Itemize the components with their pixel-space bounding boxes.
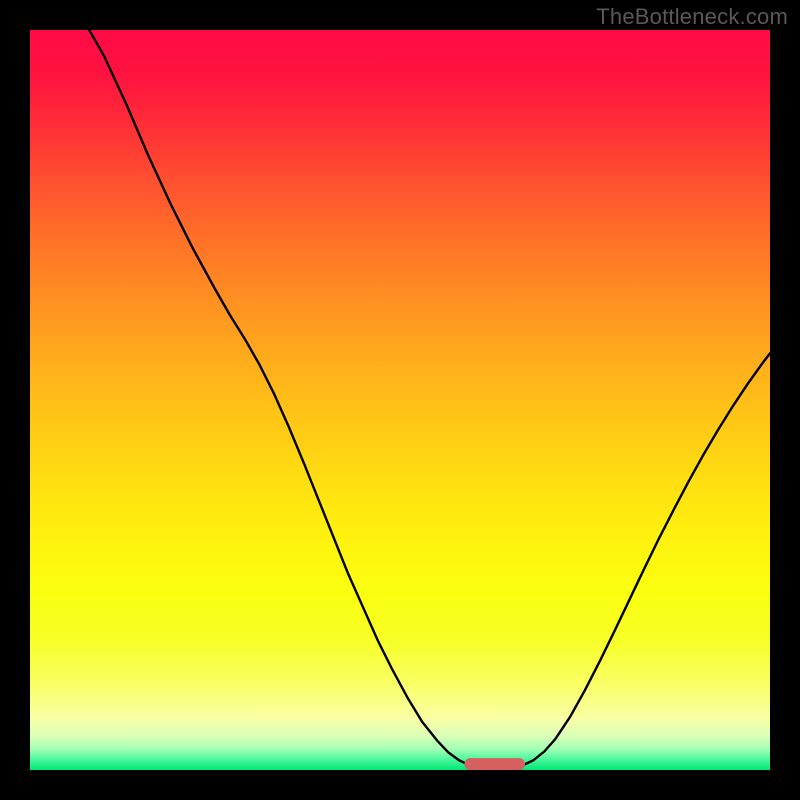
optimum-marker [464, 758, 525, 770]
plot-svg [30, 30, 770, 770]
plot-area [30, 30, 770, 770]
watermark-text: TheBottleneck.com [596, 4, 788, 30]
chart-container: TheBottleneck.com [0, 0, 800, 800]
